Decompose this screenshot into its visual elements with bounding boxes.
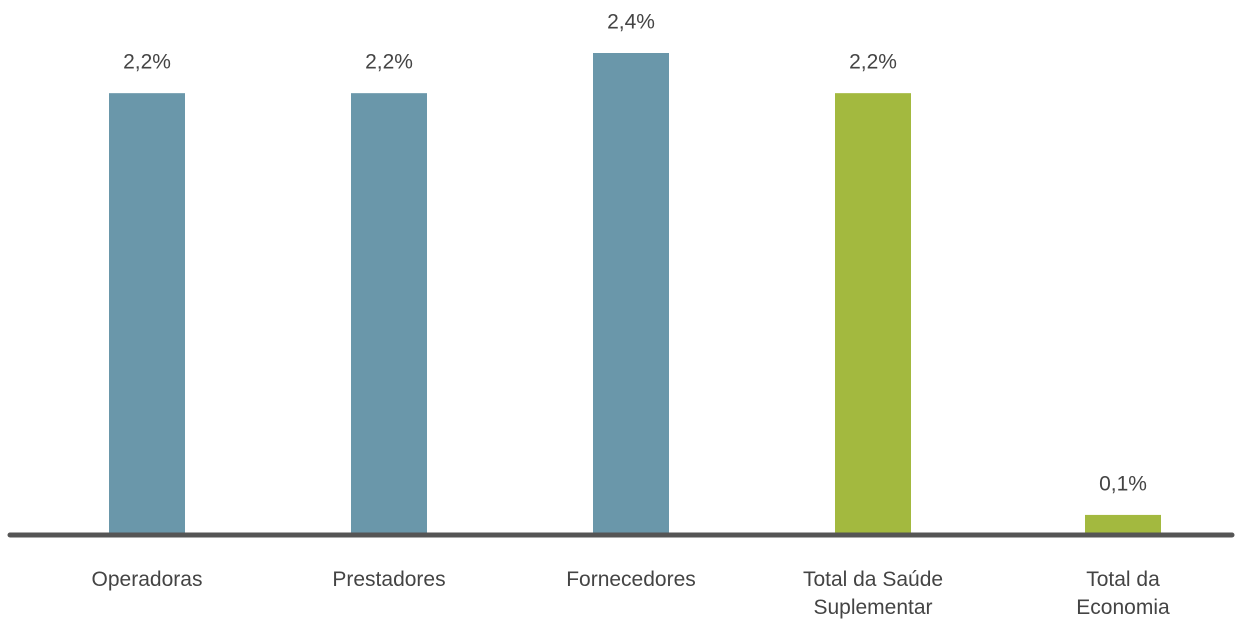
value-label: 2,2% — [123, 51, 171, 74]
x-tick-label: Total da Saúde Suplementar — [803, 568, 943, 619]
bar — [109, 93, 185, 536]
value-label: 2,4% — [607, 11, 655, 34]
x-tick-label: Prestadores — [332, 568, 445, 591]
bar — [351, 93, 427, 536]
bar — [593, 53, 669, 535]
value-label: 2,2% — [365, 51, 413, 74]
x-tick-label: Fornecedores — [566, 568, 696, 591]
x-tick-label: Operadoras — [92, 568, 203, 591]
value-label: 0,1% — [1099, 472, 1147, 495]
x-tick-label: Total da Economia — [1076, 568, 1170, 619]
bar — [1085, 514, 1161, 535]
bar — [835, 93, 911, 536]
value-label: 2,2% — [849, 51, 897, 74]
